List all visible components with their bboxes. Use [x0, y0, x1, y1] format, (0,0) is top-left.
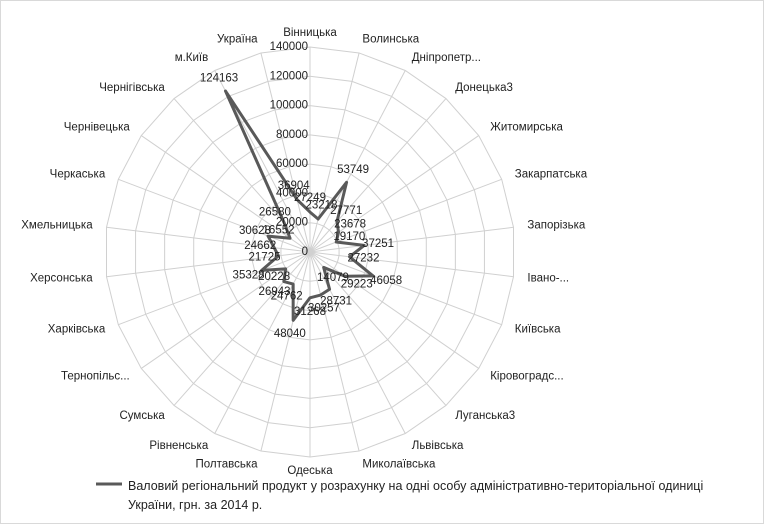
data-label: 46058: [370, 275, 402, 287]
data-label: 16552: [263, 224, 295, 236]
y-tick-label: 60000: [276, 158, 308, 170]
data-label: 30628: [239, 225, 271, 237]
category-label: Донецька3: [455, 82, 513, 94]
spoke: [106, 226, 311, 253]
category-label: Хмельницька: [21, 220, 93, 232]
category-label: Тернопільс...: [61, 370, 130, 382]
category-label: м.Київ: [175, 52, 209, 64]
category-label: Полтавська: [196, 459, 259, 471]
spoke: [260, 251, 311, 452]
y-tick-label: 40000: [276, 187, 308, 199]
category-label: Миколаївська: [362, 459, 436, 471]
spoke: [214, 251, 311, 434]
y-tick-label: 100000: [270, 100, 308, 112]
spoke: [309, 70, 406, 253]
data-label: 23678: [334, 218, 366, 230]
y-tick-label: 80000: [276, 129, 308, 141]
data-label: 28731: [320, 296, 352, 308]
data-label: 30257: [308, 303, 340, 315]
category-label: Херсонська: [30, 272, 93, 284]
category-label: Кіровоградс...: [490, 370, 563, 382]
spoke: [309, 226, 514, 253]
y-tick-label: 140000: [270, 41, 308, 53]
data-label: 26580: [259, 206, 291, 218]
data-label: 19170: [333, 231, 365, 243]
category-label: Львівська: [412, 440, 464, 452]
spoke: [141, 251, 311, 369]
spoke: [309, 251, 360, 452]
y-tick-label: 20000: [276, 217, 308, 229]
category-label: Черкаська: [50, 168, 106, 180]
spoke: [309, 251, 502, 326]
category-label: Вінницька: [283, 27, 337, 39]
data-label: 36904: [278, 180, 311, 192]
data-label: 31268: [294, 306, 326, 318]
category-label: Івано-...: [527, 272, 569, 284]
data-label: 14079: [317, 272, 349, 284]
series-line: [224, 89, 375, 322]
spoke: [118, 251, 311, 326]
data-label: 35328: [233, 269, 265, 281]
data-label: 20228: [258, 271, 290, 283]
data-label: 27771: [330, 205, 362, 217]
data-label: 27249: [294, 192, 326, 204]
spoke: [173, 98, 311, 253]
data-label: 27232: [347, 253, 379, 265]
y-tick-label: 0: [302, 246, 308, 258]
category-label: Волинська: [362, 33, 419, 45]
data-label: 24662: [244, 240, 276, 252]
spoke: [309, 251, 406, 434]
data-label: 21725: [249, 252, 281, 264]
data-label: 29223: [341, 278, 373, 290]
y-tick-label: 120000: [270, 70, 308, 82]
data-label: 37251: [362, 238, 394, 250]
category-label: Дніпропетр...: [412, 52, 481, 64]
spoke: [309, 251, 447, 406]
spoke: [173, 251, 311, 406]
spoke: [309, 178, 502, 253]
category-label: Харківська: [48, 324, 106, 336]
category-label: Закарпатська: [515, 168, 588, 180]
category-label: Запорізька: [527, 220, 585, 232]
category-label: Луганська3: [455, 410, 515, 422]
legend-entry: Валовий регіональний продукт у розрахунк…: [128, 479, 704, 512]
category-label: Житомирська: [490, 122, 563, 134]
spoke: [309, 251, 514, 278]
category-label: Рівненська: [149, 440, 208, 452]
spoke: [141, 135, 311, 253]
data-label: 24762: [271, 291, 303, 303]
data-label: 53749: [337, 164, 369, 176]
spoke: [309, 251, 479, 369]
category-label: Чернівецька: [64, 122, 131, 134]
data-label: 124163: [200, 73, 238, 85]
data-label: 23218: [305, 199, 337, 211]
spoke: [260, 52, 311, 253]
data-label: 48040: [274, 328, 306, 340]
category-label: Одеська: [287, 465, 333, 477]
data-label: 26943: [259, 286, 291, 298]
category-label: Чернігівська: [99, 82, 165, 94]
spoke: [309, 98, 447, 253]
spoke: [118, 178, 311, 253]
category-label: Київська: [515, 324, 561, 336]
category-label: Сумська: [120, 410, 166, 422]
category-label: Україна: [217, 33, 258, 45]
